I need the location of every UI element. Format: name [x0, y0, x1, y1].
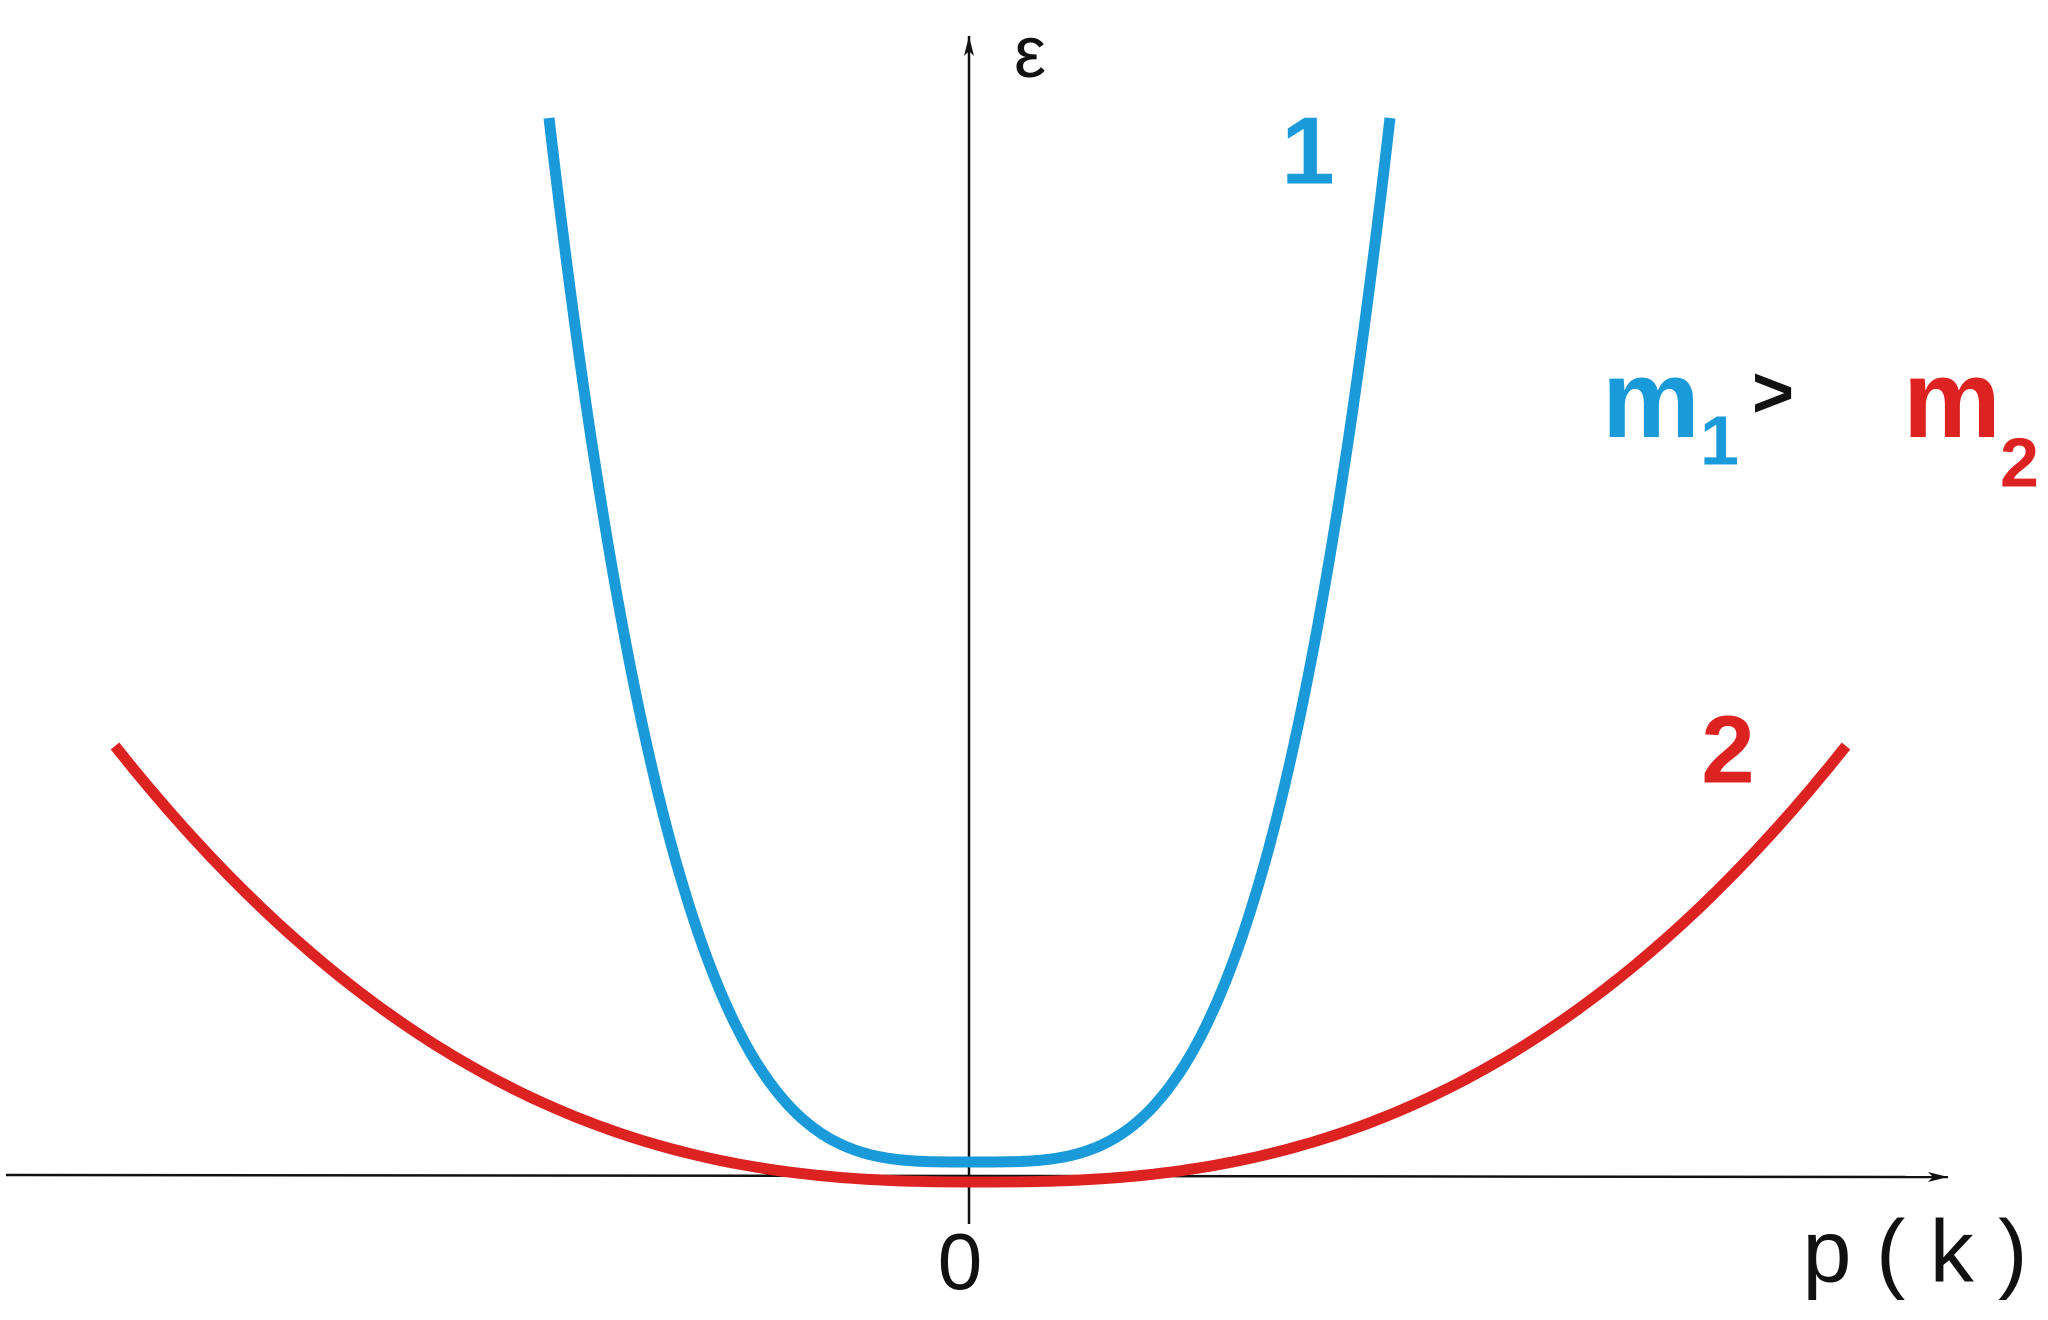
- curve-label: 2: [1701, 696, 1754, 803]
- curve-label: 1: [1281, 97, 1334, 204]
- mass-label: m: [1602, 338, 1700, 461]
- x-axis: [5, 1171, 1949, 1182]
- relation-sign: >: [1752, 353, 1794, 433]
- curve-1: [543, 117, 1396, 1168]
- x-axis-label: p ( k ): [1803, 1201, 2028, 1300]
- mass-subscript: 1: [1700, 401, 1739, 479]
- mass-label: m: [1903, 338, 2001, 461]
- mass-subscript: 2: [2000, 423, 2039, 501]
- curve-2: [110, 742, 1851, 1188]
- y-axis-label: ε: [1014, 13, 1046, 93]
- origin-label: 0: [938, 1217, 983, 1306]
